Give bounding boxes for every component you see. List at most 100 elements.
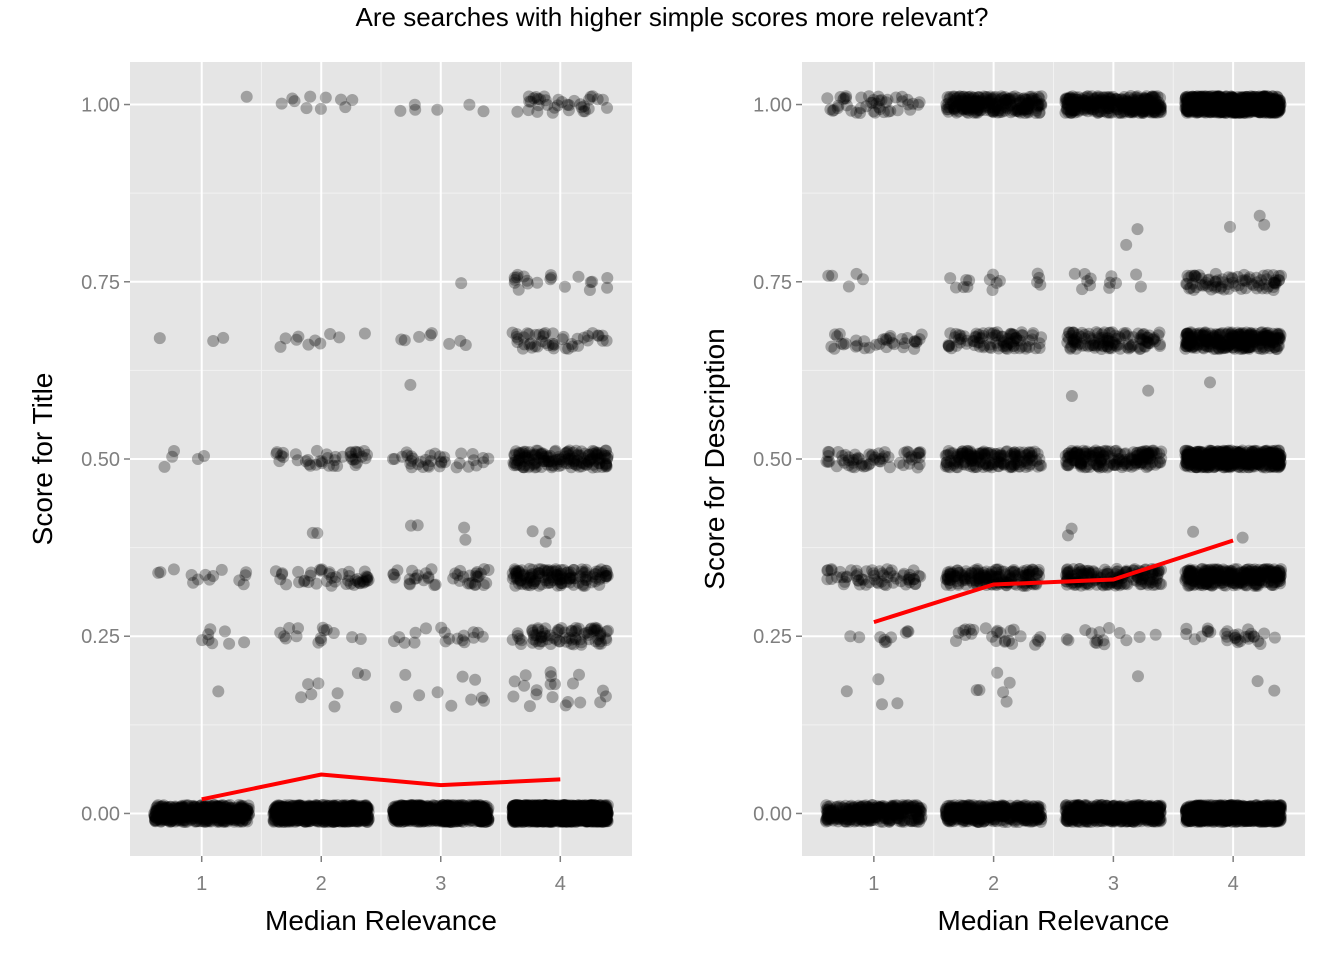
data-point xyxy=(511,105,524,118)
data-point xyxy=(175,811,188,824)
data-point xyxy=(895,333,908,345)
data-point xyxy=(186,807,199,820)
data-point xyxy=(208,799,221,811)
data-point xyxy=(339,101,352,114)
data-point xyxy=(212,800,224,813)
data-point xyxy=(477,105,490,118)
data-point xyxy=(469,673,482,686)
data-point xyxy=(217,815,230,827)
data-point xyxy=(150,801,163,814)
data-point xyxy=(224,808,236,821)
data-point xyxy=(873,565,886,578)
data-point xyxy=(204,803,217,816)
data-point xyxy=(357,576,370,589)
x-tick-label: 3 xyxy=(435,873,446,895)
data-point xyxy=(599,457,612,470)
data-point xyxy=(201,801,214,813)
data-point xyxy=(349,459,362,472)
data-point xyxy=(215,803,227,816)
data-point xyxy=(563,99,576,112)
data-point xyxy=(169,800,182,813)
data-point xyxy=(175,808,188,820)
data-point xyxy=(546,337,559,350)
data-point xyxy=(171,810,184,823)
data-point xyxy=(236,810,249,823)
data-point xyxy=(174,802,187,815)
data-point xyxy=(235,800,247,813)
data-point xyxy=(235,799,248,812)
data-point xyxy=(195,805,208,818)
data-point xyxy=(891,697,904,710)
data-point xyxy=(220,801,233,814)
data-point xyxy=(208,807,221,820)
data-point xyxy=(476,630,489,643)
data-point xyxy=(158,808,171,820)
data-point xyxy=(174,801,187,814)
data-point xyxy=(240,804,253,817)
data-point xyxy=(426,813,439,826)
data-point xyxy=(457,799,469,811)
data-point xyxy=(204,808,217,821)
data-point xyxy=(223,812,236,825)
data-point xyxy=(469,804,482,817)
data-point xyxy=(190,815,203,827)
data-point xyxy=(155,815,168,828)
data-point xyxy=(191,803,204,816)
data-point xyxy=(240,803,253,816)
data-point xyxy=(165,806,178,819)
data-point xyxy=(224,811,237,824)
data-point xyxy=(214,800,227,813)
data-point xyxy=(219,814,232,827)
data-point xyxy=(171,810,184,823)
data-point xyxy=(177,802,190,815)
data-point xyxy=(240,90,253,103)
data-point xyxy=(529,457,542,470)
data-point xyxy=(275,97,288,110)
data-point xyxy=(888,808,901,821)
data-point xyxy=(177,801,190,814)
data-point xyxy=(236,802,248,815)
data-point xyxy=(298,575,311,588)
data-point xyxy=(275,449,288,462)
data-point xyxy=(170,812,183,825)
data-point xyxy=(224,807,237,820)
data-point xyxy=(506,567,519,580)
data-point xyxy=(158,460,171,473)
data-point xyxy=(880,341,893,354)
data-point xyxy=(329,575,341,588)
data-point xyxy=(155,813,168,826)
data-point xyxy=(546,691,559,704)
data-point xyxy=(212,808,225,821)
data-point xyxy=(532,623,545,636)
data-point xyxy=(216,799,229,812)
data-point xyxy=(224,802,236,815)
data-point xyxy=(197,813,210,826)
data-point xyxy=(149,815,162,828)
data-point xyxy=(233,802,246,815)
data-point xyxy=(218,805,231,818)
data-point xyxy=(913,447,926,460)
data-point xyxy=(205,815,218,828)
x-axis-title: Median Relevance xyxy=(265,905,497,936)
data-point xyxy=(592,637,605,650)
data-point xyxy=(190,815,203,828)
data-point xyxy=(199,801,212,814)
data-point xyxy=(166,450,179,463)
data-point xyxy=(159,813,172,826)
data-point xyxy=(303,458,316,471)
data-point xyxy=(391,564,404,577)
data-point xyxy=(591,329,604,342)
x-tick-label: 2 xyxy=(316,873,327,895)
data-point xyxy=(223,637,236,650)
data-point xyxy=(179,815,192,828)
data-point xyxy=(465,693,478,706)
data-point xyxy=(153,812,166,825)
data-point xyxy=(212,809,225,821)
data-point xyxy=(243,807,256,820)
data-point xyxy=(167,813,180,826)
data-point xyxy=(203,810,216,823)
data-point xyxy=(180,815,193,828)
data-point xyxy=(878,446,891,459)
data-point xyxy=(176,799,189,812)
